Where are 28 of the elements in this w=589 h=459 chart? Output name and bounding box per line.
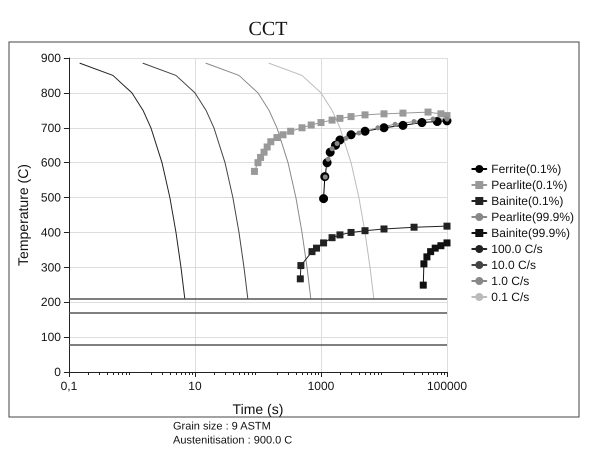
y-tick-label: 200 — [40, 295, 62, 310]
y-axis-title: Temperature (C) — [15, 164, 31, 266]
legend-label: Bainite(99.9%) — [491, 226, 570, 240]
x-tick-label: 100000 — [426, 379, 468, 393]
y-tick-label: 0 — [54, 365, 62, 379]
y-tick-label: 500 — [40, 190, 62, 205]
y-tick-label: 300 — [40, 260, 62, 274]
y-tick-label: 700 — [40, 120, 62, 135]
x-tick-label: 0,1 — [60, 379, 78, 393]
y-tick-label: 600 — [40, 156, 62, 170]
text: Grain size : 9 ASTM — [173, 420, 271, 432]
y-tick-label: 800 — [40, 86, 62, 100]
legend-label: 10.0 C/s — [491, 258, 536, 272]
y-tick-label: 100 — [40, 330, 62, 344]
legend-label: 100.0 C/s — [491, 242, 543, 256]
legend-label: Bainite(0.1%) — [491, 194, 564, 208]
y-tick-label: 900 — [40, 51, 62, 65]
legend-label: Ferrite(0.1%) — [491, 162, 562, 176]
x-tick-label: 1000 — [308, 379, 335, 393]
y-tick-label: 400 — [40, 225, 62, 240]
legend-label: 1.0 C/s — [491, 274, 530, 288]
legend-label: Pearlite(0.1%) — [491, 178, 568, 192]
x-tick-label: 10 — [188, 379, 202, 393]
x-axis-title: Time (s) — [232, 401, 284, 417]
chart-title: CCT — [248, 18, 288, 40]
text: Austenitisation : 900.0 C — [173, 434, 292, 446]
legend-label: Pearlite(99.9%) — [491, 210, 574, 224]
legend-label: 0.1 C/s — [491, 290, 530, 304]
